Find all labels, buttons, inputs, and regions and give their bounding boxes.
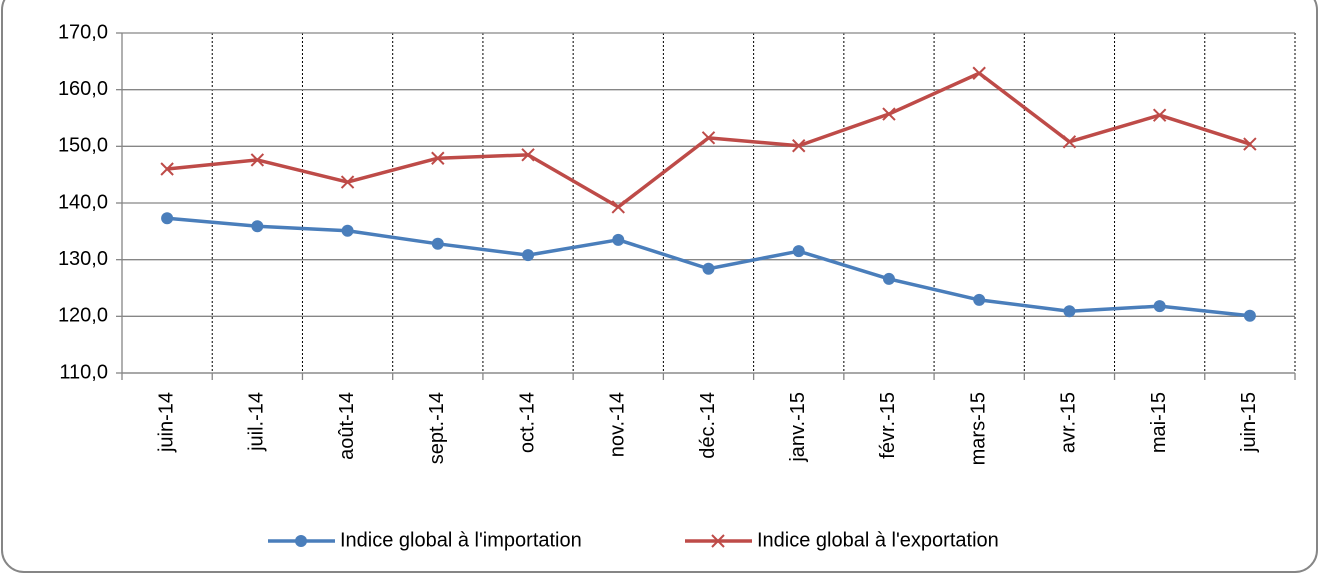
point — [1243, 309, 1256, 322]
y-tick-label: 140,0 — [58, 191, 108, 213]
point — [1153, 300, 1166, 313]
point — [792, 245, 805, 258]
point — [250, 153, 265, 167]
point — [1062, 135, 1077, 149]
point — [612, 233, 625, 246]
x-tick-label: juin-14 — [155, 392, 177, 453]
y-tick-label: 150,0 — [58, 135, 108, 157]
x-tick-label: juil.-14 — [246, 392, 268, 452]
point — [341, 224, 354, 237]
point — [431, 237, 444, 250]
point — [611, 200, 625, 214]
y-tick-label: 160,0 — [58, 78, 108, 100]
point — [882, 272, 895, 285]
point — [1063, 305, 1076, 318]
point — [431, 151, 445, 165]
x-tick-label: févr.-15 — [877, 392, 899, 459]
x-tick-label: août-14 — [336, 392, 358, 460]
legend-marker — [711, 534, 725, 548]
y-tick-label: 130,0 — [58, 248, 108, 270]
x-tick-label: sept.-14 — [426, 392, 448, 464]
legend-label: Indice global à l'exportation — [757, 529, 999, 551]
x-tick-label: janv.-15 — [787, 392, 809, 463]
x-tick-label: oct.-14 — [516, 392, 538, 453]
x-tick-label: nov.-14 — [607, 392, 629, 457]
point — [882, 107, 896, 121]
point — [1243, 137, 1257, 151]
y-tick-label: 120,0 — [58, 305, 108, 327]
x-tick-label: avr.-15 — [1058, 392, 1080, 453]
legend-label: Indice global à l'importation — [340, 529, 582, 551]
x-tick-label: mars-15 — [967, 392, 989, 465]
x-tick-label: juin-15 — [1238, 392, 1260, 453]
point — [160, 162, 174, 176]
point — [521, 148, 535, 162]
point — [522, 249, 535, 262]
y-tick-label: 110,0 — [59, 361, 108, 383]
point — [1152, 108, 1167, 122]
point — [161, 212, 174, 225]
legend-marker — [295, 535, 307, 547]
point — [702, 262, 715, 275]
point — [973, 293, 986, 306]
point — [701, 131, 716, 145]
y-tick-label: 170,0 — [58, 21, 108, 43]
x-tick-label: déc.-14 — [697, 392, 719, 459]
point — [792, 139, 806, 153]
point — [251, 220, 264, 233]
point — [340, 175, 355, 189]
point — [972, 66, 986, 80]
x-tick-label: mai-15 — [1148, 392, 1170, 453]
